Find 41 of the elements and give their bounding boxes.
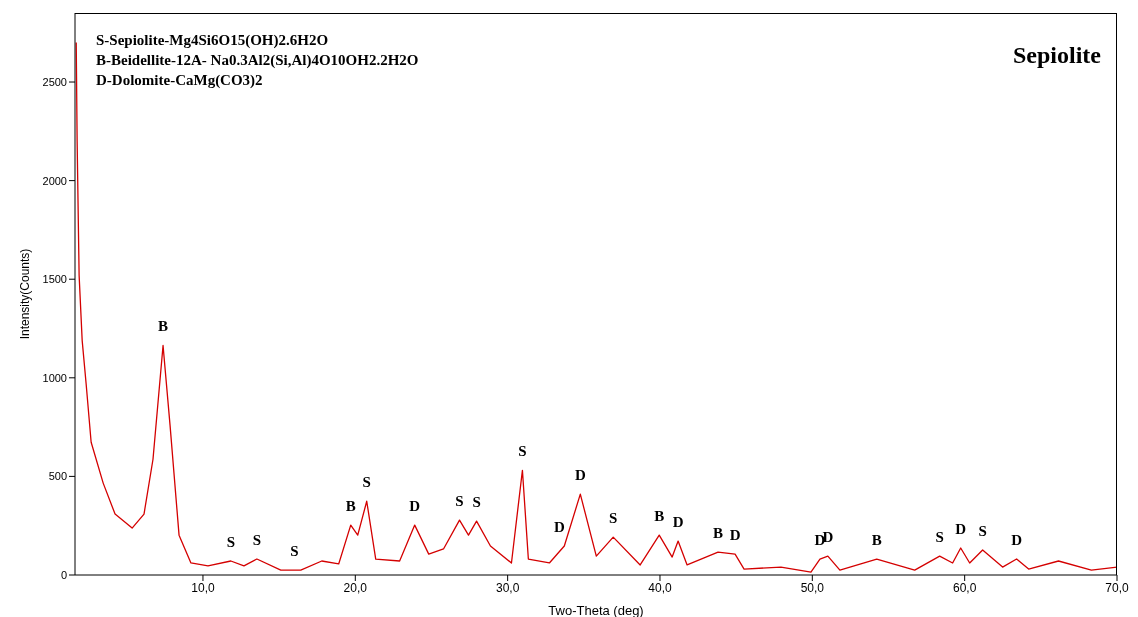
annotation: S: [978, 522, 987, 539]
x-tick-label: 10,0: [191, 580, 215, 595]
y-axis-title: Intensity(Counts): [18, 248, 33, 340]
annotation: S: [518, 443, 527, 460]
y-tick-label: 1500: [42, 273, 67, 286]
annotation: D: [554, 519, 566, 536]
annotation: S: [362, 474, 371, 491]
annotation: B: [654, 508, 665, 525]
annotation: D-Dolomite-CaMg(CO3)2: [96, 71, 264, 90]
annotation: S: [252, 532, 262, 549]
y-tick-label: 0: [60, 568, 67, 581]
annotation: D: [574, 467, 586, 484]
annotation: S: [935, 529, 944, 546]
annotation: B: [158, 318, 169, 335]
annotation: B: [871, 532, 882, 549]
annotation: B-Beidellite-12A- Na0.3Al2(Si,Al)4O10OH2.2H2O: [96, 51, 419, 70]
y-tick-label: 500: [48, 470, 67, 483]
x-tick-label: 70,0: [1105, 580, 1129, 595]
annotation: S-Sepiolite-Mg4Si6O15(OH)2.6H2O: [96, 31, 330, 50]
x-tick-label: 20,0: [343, 580, 368, 595]
annotation: B: [345, 498, 356, 515]
annotation: B: [713, 525, 724, 542]
x-tick-label: 60,0: [952, 580, 977, 595]
x-axis-title: Two-Theta (deg): [548, 603, 644, 617]
annotation: D: [729, 527, 741, 544]
annotation: S: [609, 510, 618, 527]
annotation: D: [1011, 532, 1023, 549]
annotation: S: [226, 534, 236, 550]
x-tick-label: 40,0: [648, 580, 672, 595]
y-tick-label: 2500: [42, 75, 67, 88]
annotation: S: [455, 493, 464, 510]
text: Sepiolite: [1013, 42, 1101, 69]
x-tick-label: 50,0: [800, 580, 825, 595]
annotation: D: [409, 498, 421, 515]
y-tick-label: 2000: [42, 174, 67, 187]
y-tick-label: 1000: [42, 371, 67, 384]
x-tick-label: 30,0: [495, 580, 520, 595]
annotation: D: [955, 520, 967, 537]
annotation: S: [290, 543, 299, 560]
annotation: D: [672, 514, 684, 531]
annotation: S: [472, 494, 481, 511]
